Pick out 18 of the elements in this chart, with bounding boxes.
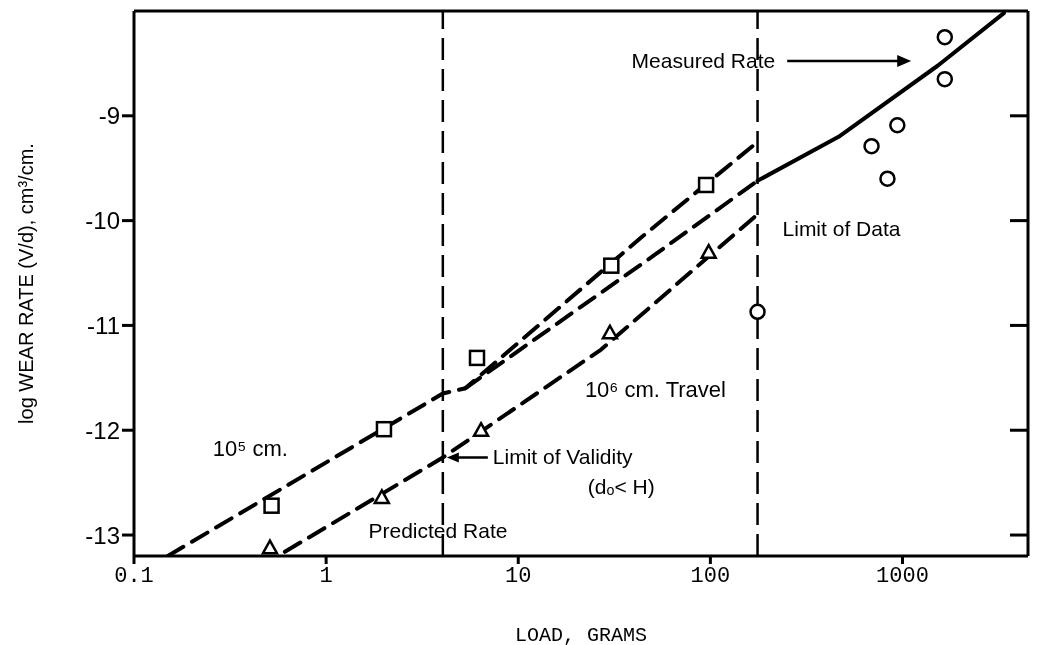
- x-axis-title: LOAD, GRAMS: [514, 624, 648, 645]
- x-tick-label: 1000: [876, 563, 929, 589]
- series-label: 10⁶ cm. Travel: [584, 376, 726, 402]
- annotation: Predicted Rate: [368, 519, 508, 542]
- y-tick-label: -9: [98, 102, 120, 130]
- y-axis-title: log WEAR RATE (V/d), cm³/cm.: [15, 143, 38, 424]
- x-tick-label: 100: [690, 563, 731, 589]
- x-tick-label: 1: [319, 563, 333, 589]
- ref-line-label: Limit of Data: [782, 217, 901, 240]
- annotation: Measured Rate: [631, 49, 776, 72]
- y-tick-label: -11: [87, 311, 120, 339]
- y-tick-label: -13: [85, 521, 120, 549]
- ref-line-label: Limit of Validity (dₒ< H): [492, 445, 655, 499]
- x-tick-label: 0.1: [114, 563, 154, 589]
- y-tick-label: -10: [85, 207, 120, 235]
- y-tick-label: -12: [85, 416, 120, 444]
- series-label: 10⁵ cm.: [212, 436, 288, 461]
- x-tick-label: 10: [505, 563, 532, 589]
